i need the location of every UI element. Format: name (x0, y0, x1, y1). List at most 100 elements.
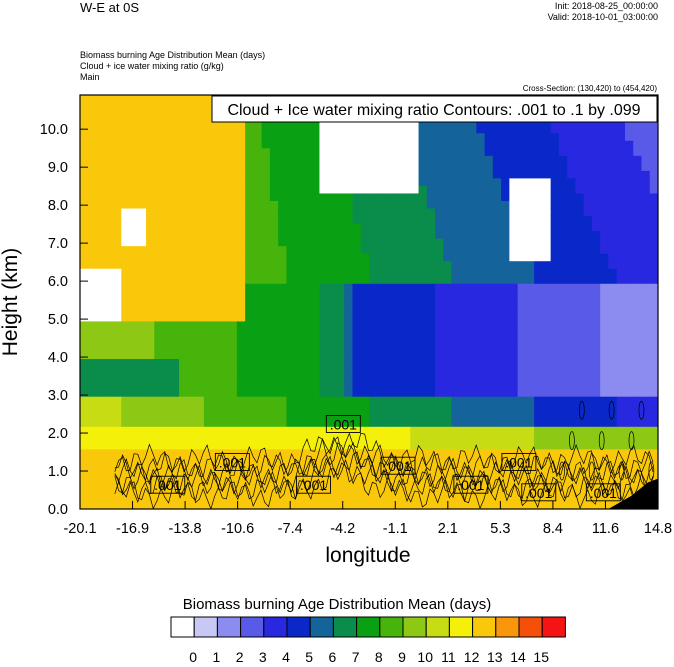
field-cell (278, 290, 288, 299)
field-cell (550, 155, 560, 164)
field-cell (616, 140, 626, 149)
field-cell (96, 132, 106, 141)
field-cell (484, 411, 494, 420)
field-cell (261, 200, 271, 209)
field-cell (146, 117, 155, 126)
field-cell (286, 493, 296, 503)
field-cell (88, 403, 98, 412)
field-cell (575, 185, 585, 194)
field-cell (302, 313, 312, 322)
field-cell (443, 283, 453, 292)
field-cell (187, 260, 197, 269)
field-cell (393, 463, 403, 472)
field-cell (121, 418, 131, 427)
field-cell (236, 403, 246, 412)
field-cell (641, 200, 651, 209)
field-cell (137, 177, 147, 186)
field-cell (641, 170, 651, 179)
field-cell (443, 177, 453, 186)
field-cell (88, 222, 98, 232)
field-cell (344, 373, 354, 382)
field-cell (641, 388, 651, 397)
field-cell (137, 335, 147, 344)
field-cell (162, 501, 172, 509)
field-cell (170, 328, 180, 337)
field-cell (542, 426, 552, 435)
field-cell (286, 463, 296, 472)
field-cell (402, 140, 411, 149)
field-cell (104, 140, 114, 149)
field-cell (492, 350, 502, 360)
y-axis-label: Height (km) (0, 248, 22, 357)
field-cell (575, 230, 585, 239)
field-cell (567, 298, 577, 307)
field-cell (385, 463, 395, 472)
field-cell (261, 313, 271, 322)
field-cell (509, 418, 519, 427)
field-cell (245, 283, 254, 292)
field-cell (121, 298, 131, 307)
field-cell (286, 373, 296, 382)
contour-label-text: .001 (154, 477, 181, 493)
field-cell (385, 215, 395, 224)
field-cell (335, 426, 345, 435)
field-cell (616, 215, 626, 224)
field-cell (311, 426, 321, 435)
field-cell (484, 433, 494, 442)
field-cell (137, 343, 147, 352)
field-cell (459, 433, 469, 442)
field-cell (253, 403, 263, 412)
field-cell (501, 215, 510, 224)
field-cell (162, 192, 172, 201)
field-cell (517, 275, 527, 284)
field-cell (154, 501, 164, 509)
field-cell (443, 298, 453, 307)
field-cell (385, 328, 395, 337)
field-cell (402, 433, 411, 442)
field-cell (352, 207, 362, 217)
field-cell (501, 373, 510, 382)
field-cell (228, 162, 238, 171)
field-cell (96, 170, 106, 179)
field-cell (600, 418, 610, 427)
field-cell (558, 162, 568, 171)
field-cell (104, 215, 114, 224)
field-cell (261, 177, 271, 186)
field-cell (492, 358, 502, 367)
field-cell (335, 125, 345, 134)
field-cell (113, 192, 122, 201)
field-cell (575, 268, 585, 277)
field-cell (402, 170, 411, 179)
field-cell (484, 403, 494, 412)
field-cell (633, 222, 643, 232)
field-cell (501, 185, 510, 194)
field-cell (113, 102, 122, 111)
field-cell (509, 140, 519, 149)
field-cell (129, 192, 139, 201)
field-cell (567, 493, 577, 503)
field-cell (195, 155, 205, 164)
field-cell (542, 125, 552, 134)
field-cell (517, 418, 527, 427)
variable-descriptions: Biomass burning Age Distribution Mean (d… (80, 50, 265, 83)
field-cell (600, 140, 610, 149)
field-cell (567, 456, 577, 465)
field-cell (311, 275, 321, 284)
field-cell (468, 433, 477, 442)
field-cell (492, 396, 502, 405)
field-cell (476, 147, 486, 156)
field-cell (534, 140, 543, 149)
field-cell (352, 230, 362, 239)
field-cell (501, 275, 510, 284)
field-cell (261, 132, 271, 141)
field-cell (228, 185, 238, 194)
field-cell (344, 358, 354, 367)
field-cell (129, 441, 139, 450)
field-cell (410, 373, 420, 382)
field-cell (435, 418, 444, 427)
field-cell (443, 313, 453, 322)
field-cell (311, 441, 321, 450)
field-cell (443, 170, 453, 179)
field-cell (360, 456, 370, 465)
field-cell (319, 162, 329, 171)
